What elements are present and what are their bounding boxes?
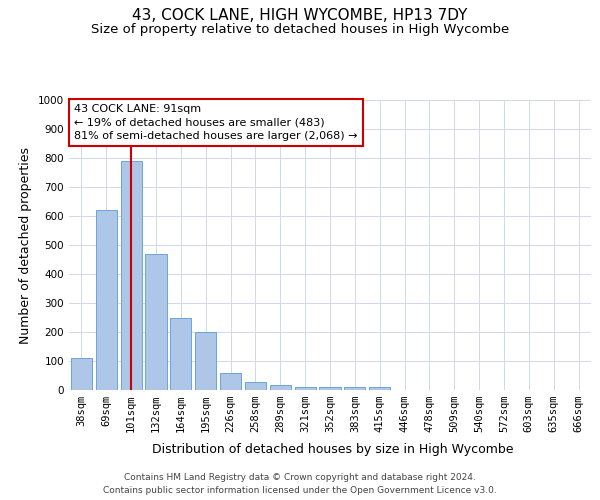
Bar	[145, 254, 167, 390]
Bar	[319, 387, 341, 390]
Bar	[369, 387, 390, 390]
Text: 43 COCK LANE: 91sqm
← 19% of detached houses are smaller (483)
81% of semi-detac: 43 COCK LANE: 91sqm ← 19% of detached ho…	[74, 104, 358, 141]
Bar	[344, 387, 365, 390]
Bar	[245, 382, 266, 390]
Bar	[295, 386, 316, 390]
Bar	[220, 372, 241, 390]
Bar	[96, 210, 117, 390]
Bar	[170, 318, 191, 390]
Bar	[121, 161, 142, 390]
Bar	[195, 332, 216, 390]
Text: Distribution of detached houses by size in High Wycombe: Distribution of detached houses by size …	[152, 442, 514, 456]
Bar	[71, 358, 92, 390]
Text: Size of property relative to detached houses in High Wycombe: Size of property relative to detached ho…	[91, 22, 509, 36]
Text: Contains HM Land Registry data © Crown copyright and database right 2024.
Contai: Contains HM Land Registry data © Crown c…	[103, 474, 497, 495]
Y-axis label: Number of detached properties: Number of detached properties	[19, 146, 32, 344]
Text: 43, COCK LANE, HIGH WYCOMBE, HP13 7DY: 43, COCK LANE, HIGH WYCOMBE, HP13 7DY	[133, 8, 467, 22]
Bar	[270, 385, 291, 390]
